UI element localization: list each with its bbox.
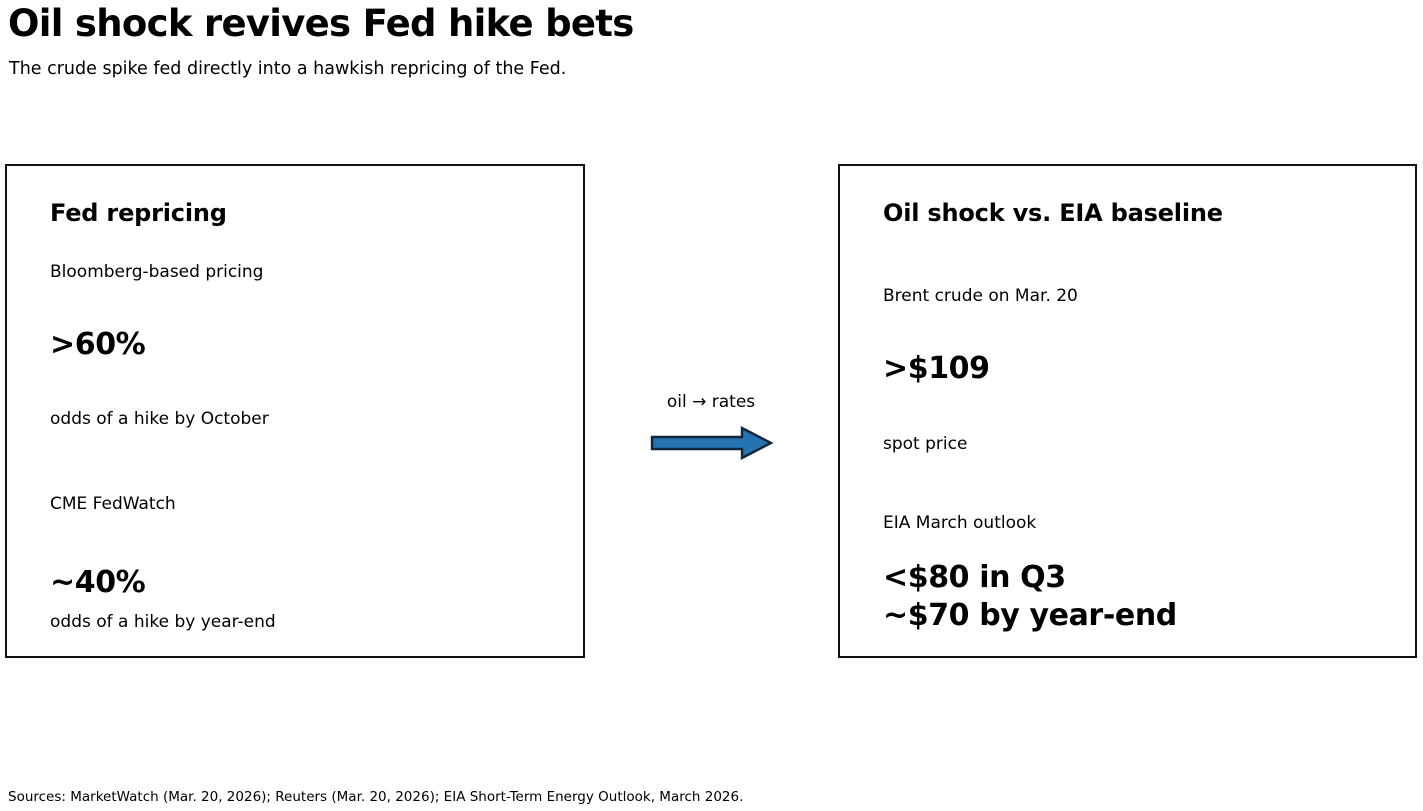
stat-value-eia-forecast: <$80 in Q3 ~$70 by year-end [883, 559, 1177, 635]
stat-caption-cme-fedwatch: CME FedWatch [50, 494, 176, 514]
panel-right-title: Oil shock vs. EIA baseline [883, 199, 1223, 227]
stat-caption-brent-crude: Brent crude on Mar. 20 [883, 286, 1078, 306]
stat-caption-eia-march-outlook: EIA March outlook [883, 513, 1037, 533]
panel-oil-shock-vs-eia-baseline: Oil shock vs. EIA baseline Brent crude o… [838, 164, 1417, 658]
source-note: Sources: MarketWatch (Mar. 20, 2026); Re… [8, 789, 744, 805]
stat-value-eia-q3: <$80 in Q3 [883, 560, 1066, 595]
connector-label: oil → rates [666, 392, 756, 412]
page-title: Oil shock revives Fed hike bets [8, 2, 634, 45]
panel-fed-repricing: Fed repricing Bloomberg-based pricing >6… [5, 164, 585, 658]
stat-value-eia-year-end: ~$70 by year-end [883, 598, 1177, 633]
stat-value-hike-odds-october: >60% [50, 327, 146, 362]
stat-value-hike-odds-year-end: ~40% [50, 565, 146, 600]
right-arrow-icon [650, 424, 774, 462]
stat-note-hike-odds-year-end: odds of a hike by year-end [50, 612, 276, 632]
stat-note-spot-price: spot price [883, 434, 968, 454]
stat-note-hike-odds-october: odds of a hike by October [50, 409, 269, 429]
stat-value-brent-spot: >$109 [883, 351, 990, 386]
panel-left-title: Fed repricing [50, 199, 227, 227]
stat-caption-bloomberg-pricing: Bloomberg-based pricing [50, 262, 264, 282]
page-subtitle: The crude spike fed directly into a hawk… [9, 59, 567, 79]
